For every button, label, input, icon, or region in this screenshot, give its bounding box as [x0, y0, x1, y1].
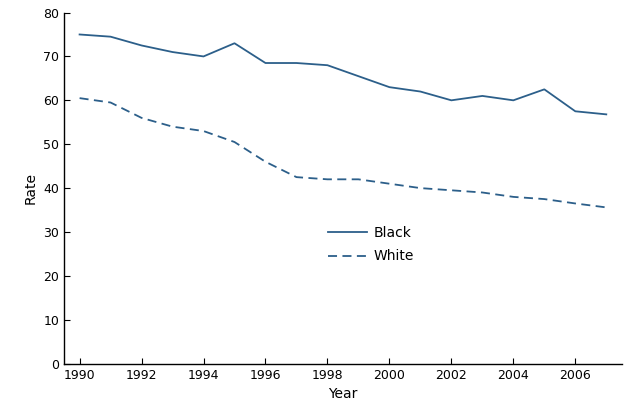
- Black: [540, 87, 548, 92]
- White: [354, 177, 362, 182]
- White: [106, 100, 114, 105]
- White: [76, 96, 83, 101]
- Line: Black: Black: [79, 35, 606, 115]
- White: [292, 175, 300, 180]
- Black: [106, 34, 114, 39]
- Black: [169, 49, 176, 54]
- Black: [292, 61, 300, 66]
- Black: [231, 41, 238, 46]
- X-axis label: Year: Year: [328, 387, 358, 401]
- White: [138, 115, 146, 120]
- White: [231, 140, 238, 145]
- Black: [354, 74, 362, 79]
- Legend: Black, White: Black, White: [322, 220, 419, 269]
- White: [262, 159, 269, 164]
- Black: [324, 63, 331, 68]
- Black: [138, 43, 146, 48]
- Black: [571, 109, 579, 114]
- White: [385, 181, 393, 186]
- White: [603, 205, 610, 210]
- Black: [417, 89, 424, 94]
- White: [478, 190, 486, 195]
- White: [447, 188, 455, 193]
- White: [510, 194, 517, 199]
- White: [324, 177, 331, 182]
- Y-axis label: Rate: Rate: [24, 172, 38, 204]
- White: [417, 186, 424, 191]
- Black: [510, 98, 517, 103]
- White: [540, 196, 548, 201]
- Black: [199, 54, 207, 59]
- White: [169, 124, 176, 129]
- Black: [262, 61, 269, 66]
- Black: [385, 85, 393, 90]
- Black: [447, 98, 455, 103]
- White: [571, 201, 579, 206]
- Line: White: White: [79, 98, 606, 207]
- Black: [478, 93, 486, 98]
- White: [199, 129, 207, 134]
- Black: [603, 112, 610, 117]
- Black: [76, 32, 83, 37]
